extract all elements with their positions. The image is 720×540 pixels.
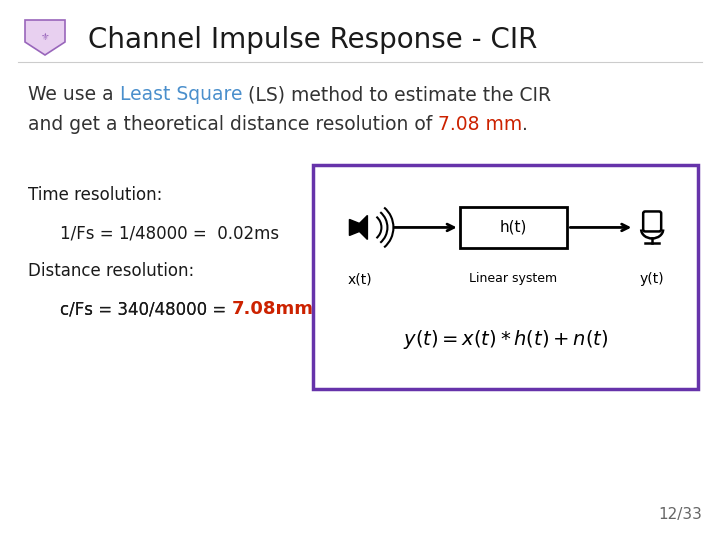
Text: Channel Impulse Response - CIR: Channel Impulse Response - CIR [88, 26, 537, 54]
Text: ⚜: ⚜ [40, 32, 50, 42]
Text: x(t): x(t) [347, 272, 372, 286]
Text: Distance resolution:: Distance resolution: [28, 262, 194, 280]
Text: We use a: We use a [28, 85, 120, 105]
Text: $y(t) = x(t) * h(t) + n(t)$: $y(t) = x(t) * h(t) + n(t)$ [403, 328, 608, 351]
Text: h(t): h(t) [500, 220, 527, 235]
Polygon shape [359, 215, 367, 239]
Text: 7.08 mm: 7.08 mm [438, 116, 523, 134]
Text: and get a theoretical distance resolution of: and get a theoretical distance resolutio… [28, 116, 438, 134]
Text: Least Square: Least Square [120, 85, 242, 105]
Bar [313, 165, 698, 389]
Text: (LS) method to estimate the CIR: (LS) method to estimate the CIR [242, 85, 552, 105]
Text: 7.08mm: 7.08mm [232, 300, 313, 318]
Polygon shape [25, 20, 65, 55]
Text: c/Fs = 340/48000 =: c/Fs = 340/48000 = [60, 300, 232, 318]
Text: Time resolution:: Time resolution: [28, 186, 163, 204]
Bar [459, 207, 567, 248]
FancyBboxPatch shape [643, 212, 661, 232]
Text: c/Fs = 340/48000 =: c/Fs = 340/48000 = [60, 300, 232, 318]
Text: Linear system: Linear system [469, 272, 557, 285]
Text: 1/Fs = 1/48000 =  0.02ms: 1/Fs = 1/48000 = 0.02ms [60, 224, 279, 242]
Polygon shape [349, 219, 359, 235]
Text: y(t): y(t) [640, 272, 665, 286]
Text: 12/33: 12/33 [658, 507, 702, 522]
Text: .: . [523, 116, 528, 134]
